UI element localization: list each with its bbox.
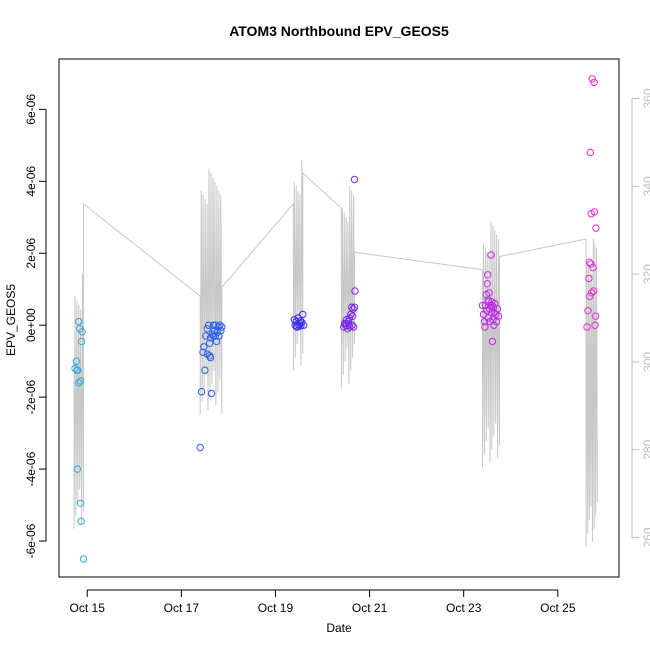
data-point <box>207 389 216 398</box>
altitude-line-layer <box>73 159 598 547</box>
x-tick-label: Oct 19 <box>258 601 294 615</box>
axes-layer: Oct 15 Oct 17 Oct 19 Oct 21 Oct 23 Oct 25 -6e-… <box>24 88 650 615</box>
data-point <box>73 366 81 374</box>
data-point <box>291 321 299 329</box>
y2-tick-label: 340 <box>641 176 650 196</box>
data-point <box>590 208 599 216</box>
y-tick-label: 0e+00 <box>24 308 38 342</box>
data-point <box>590 78 598 87</box>
data-point <box>218 323 226 331</box>
y2-tick-label: 300 <box>641 352 650 372</box>
data-point <box>350 175 359 184</box>
data-point <box>478 301 487 310</box>
y-axis-label: EPV_GEOS5 <box>4 284 18 356</box>
data-point <box>73 465 82 473</box>
data-point <box>350 303 359 311</box>
data-point <box>586 292 594 301</box>
data-point <box>342 319 350 328</box>
data-point <box>585 258 594 266</box>
data-point <box>203 325 211 333</box>
data-point <box>299 310 307 319</box>
data-point <box>351 287 359 295</box>
y2-tick-label: 320 <box>641 264 650 284</box>
data-point <box>488 301 496 310</box>
data-point <box>196 443 204 452</box>
data-point <box>75 317 83 326</box>
data-point <box>200 343 208 351</box>
data-point <box>77 517 85 525</box>
data-point <box>592 224 600 232</box>
data-point <box>205 339 214 347</box>
data-point <box>494 312 503 320</box>
data-point <box>297 322 305 330</box>
y-tick-label: -4e-06 <box>24 451 38 486</box>
y-tick-label: -2e-06 <box>24 379 38 414</box>
data-point <box>75 379 83 387</box>
data-point <box>588 75 596 83</box>
data-point <box>217 326 225 335</box>
chart-title: ATOM3 Northbound EPV_GEOS5 <box>229 23 449 39</box>
data-points-layer <box>71 75 600 563</box>
data-point <box>589 287 598 295</box>
data-point <box>199 348 207 356</box>
x-axis-label: Date <box>326 621 352 635</box>
y-tick-label: 6e-06 <box>24 94 38 125</box>
data-point <box>348 303 356 311</box>
data-point <box>296 317 305 325</box>
data-point <box>485 305 494 313</box>
data-point <box>213 328 221 337</box>
data-point <box>586 148 594 157</box>
x-tick-label: Oct 15 <box>70 601 106 615</box>
data-point <box>201 366 209 374</box>
data-point <box>591 312 600 320</box>
data-point <box>349 323 358 331</box>
x-tick-label: Oct 21 <box>352 601 388 615</box>
altitude-line <box>73 159 598 547</box>
data-point <box>484 271 492 279</box>
y-tick-label: -6e-06 <box>24 523 38 558</box>
data-point <box>72 357 81 365</box>
data-point <box>211 332 219 340</box>
data-point <box>487 251 495 259</box>
data-point <box>484 296 492 304</box>
data-point <box>485 289 493 297</box>
y-tick-label: 4e-06 <box>24 166 38 197</box>
data-point <box>591 321 599 329</box>
y2-tick-label: 360 <box>641 88 650 108</box>
data-point <box>489 303 498 311</box>
data-point <box>216 321 224 329</box>
data-point <box>488 337 497 346</box>
data-point <box>76 377 85 385</box>
data-point <box>206 353 215 362</box>
data-point <box>483 280 491 288</box>
data-point <box>78 328 86 336</box>
data-point <box>79 555 88 563</box>
data-point <box>349 305 357 313</box>
data-point <box>583 323 591 331</box>
x-tick-label: Oct 23 <box>446 601 482 615</box>
data-point <box>484 314 492 322</box>
data-point <box>589 263 597 272</box>
data-point <box>204 321 213 329</box>
y-tick-label: 2e-06 <box>24 238 38 269</box>
data-point <box>197 388 206 396</box>
data-point <box>76 499 85 507</box>
y2-tick-label: 260 <box>641 527 650 547</box>
data-point <box>585 274 593 283</box>
data-point <box>481 323 489 331</box>
plot-frame <box>58 58 620 578</box>
data-point <box>292 322 301 331</box>
data-point <box>588 289 596 297</box>
data-point <box>348 312 357 320</box>
data-point <box>587 260 595 268</box>
data-point <box>77 337 86 346</box>
data-point <box>584 307 592 315</box>
x-tick-label: Oct 25 <box>540 601 576 615</box>
y2-tick-label: 280 <box>641 439 650 459</box>
data-point <box>202 332 210 340</box>
data-point <box>493 305 502 313</box>
x-tick-label: Oct 17 <box>164 601 200 615</box>
